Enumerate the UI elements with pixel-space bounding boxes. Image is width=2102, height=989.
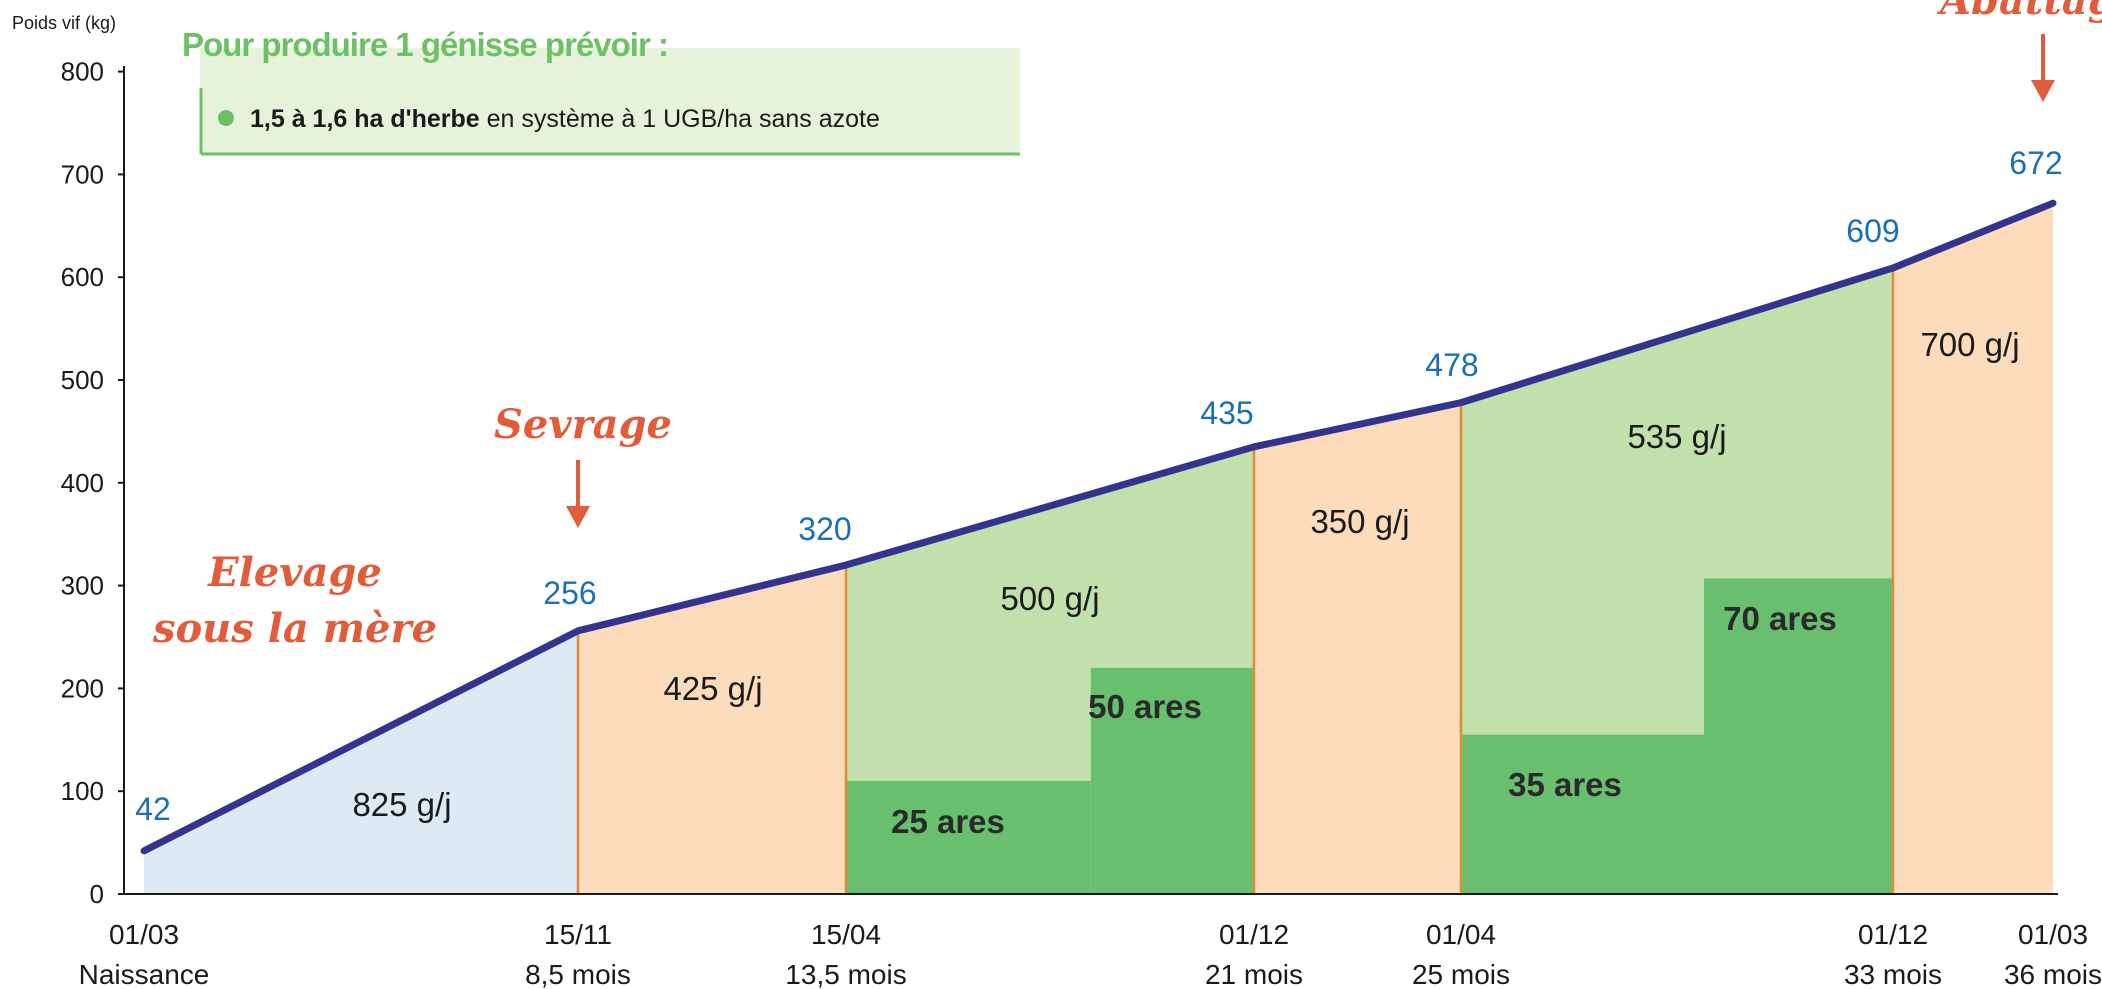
divider-layer <box>576 267 1895 894</box>
y-tick-label-100: 100 <box>61 776 104 806</box>
gain-label-2: 425 g/j <box>663 670 762 707</box>
period-fill-1 <box>144 630 578 894</box>
y-tick-label-200: 200 <box>61 673 104 703</box>
bullet-icon <box>218 110 234 126</box>
infobox-item-bold: 1,5 à 1,6 ha d'herbe <box>250 105 480 133</box>
axes: Poids vif (kg) 0 100 200 300 400 500 600 700 800 <box>12 13 2058 909</box>
weight-point-7 <box>2050 200 2056 207</box>
x-desc-label-3: 13,5 mois <box>785 959 906 989</box>
gain-label-6: 700 g/j <box>1920 326 2019 363</box>
period-fill-2 <box>578 565 846 894</box>
infobox: Pour produire 1 génisse prévoir : 1,5 à … <box>182 26 1020 156</box>
infobox-title: Pour produire 1 génisse prévoir : <box>182 26 668 63</box>
grass-area-label-1: 25 ares <box>891 803 1005 840</box>
grass-area-layer <box>846 578 1893 894</box>
weight-point-4 <box>1251 443 1257 450</box>
weight-line-layer <box>140 199 2057 855</box>
y-tick-label-600: 600 <box>61 262 104 292</box>
x-date-label-3: 15/04 <box>811 919 881 950</box>
weight-value-label-7: 672 <box>2009 145 2062 181</box>
weight-point-1 <box>141 847 147 854</box>
weight-value-label-6: 609 <box>1846 213 1899 249</box>
grass-area-bar-3 <box>1461 734 1704 894</box>
x-date-label-5: 01/04 <box>1426 919 1496 950</box>
infobox-item-rest: en système à 1 UGB/ha sans azote <box>480 105 880 133</box>
y-tick-label-400: 400 <box>61 468 104 498</box>
grass-area-bar-1 <box>846 780 1091 894</box>
weight-value-label-5: 478 <box>1425 347 1478 383</box>
infobox-background <box>200 48 1020 154</box>
gain-label-1: 825 g/j <box>352 786 451 823</box>
abattage-annotation: Abattage <box>1936 0 2102 24</box>
grass-area-label-2: 50 ares <box>1088 688 1202 725</box>
elevage-annotation-line1: Elevage <box>207 549 382 596</box>
grass-area-bar-2 <box>1090 667 1254 894</box>
x-desc-label-1: Naissance <box>79 959 210 989</box>
y-tick-label-0: 0 <box>90 879 104 909</box>
x-date-label-4: 01/12 <box>1219 919 1289 950</box>
x-date-label-7: 01/03 <box>2018 919 2088 950</box>
x-date-label-1: 01/03 <box>109 919 179 950</box>
period-fill-4 <box>1254 402 1461 894</box>
x-desc-label-2: 8,5 mois <box>525 959 631 989</box>
x-desc-label-5: 25 mois <box>1412 959 1510 989</box>
x-desc-label-4: 21 mois <box>1205 959 1303 989</box>
weight-value-label-4: 435 <box>1200 395 1253 431</box>
weight-point-5 <box>1458 399 1464 406</box>
gain-label-5: 535 g/j <box>1627 418 1726 455</box>
weight-value-label-3: 320 <box>798 511 851 547</box>
sevrage-arrow-icon <box>566 460 590 528</box>
annotations: Elevage sous la mère Sevrage Abattage <box>152 0 2102 652</box>
x-desc-label-6: 33 mois <box>1844 959 1942 989</box>
label-layer: 01/03 Naissance 15/11 8,5 mois 15/04 13,5 moi… <box>79 145 2102 989</box>
sevrage-annotation: Sevrage <box>494 401 672 448</box>
weight-value-label-2: 256 <box>543 575 596 611</box>
y-tick-label-700: 700 <box>61 159 104 189</box>
infobox-item: 1,5 à 1,6 ha d'herbe en système à 1 UGB/… <box>250 105 880 133</box>
y-tick-label-500: 500 <box>61 365 104 395</box>
period-fill-6 <box>1893 203 2053 894</box>
weight-point-3 <box>843 562 849 569</box>
y-tick-label-800: 800 <box>61 57 104 87</box>
y-tick-label-300: 300 <box>61 571 104 601</box>
weight-value-label-1: 42 <box>135 791 171 827</box>
x-desc-label-7: 36 mois <box>2004 959 2102 989</box>
grass-area-label-4: 70 ares <box>1723 600 1837 637</box>
grass-area-bar-4 <box>1704 578 1893 894</box>
x-date-label-2: 15/11 <box>544 919 612 950</box>
abattage-arrow-icon <box>2031 34 2055 102</box>
gain-label-4: 350 g/j <box>1310 503 1409 540</box>
weight-point-2 <box>575 627 581 634</box>
gain-label-3: 500 g/j <box>1000 580 1099 617</box>
grass-area-label-3: 35 ares <box>1508 766 1622 803</box>
weight-point-6 <box>1890 264 1896 271</box>
elevage-annotation-line2: sous la mère <box>152 605 437 652</box>
y-axis-title: Poids vif (kg) <box>12 13 116 33</box>
x-date-label-6: 01/12 <box>1858 919 1928 950</box>
